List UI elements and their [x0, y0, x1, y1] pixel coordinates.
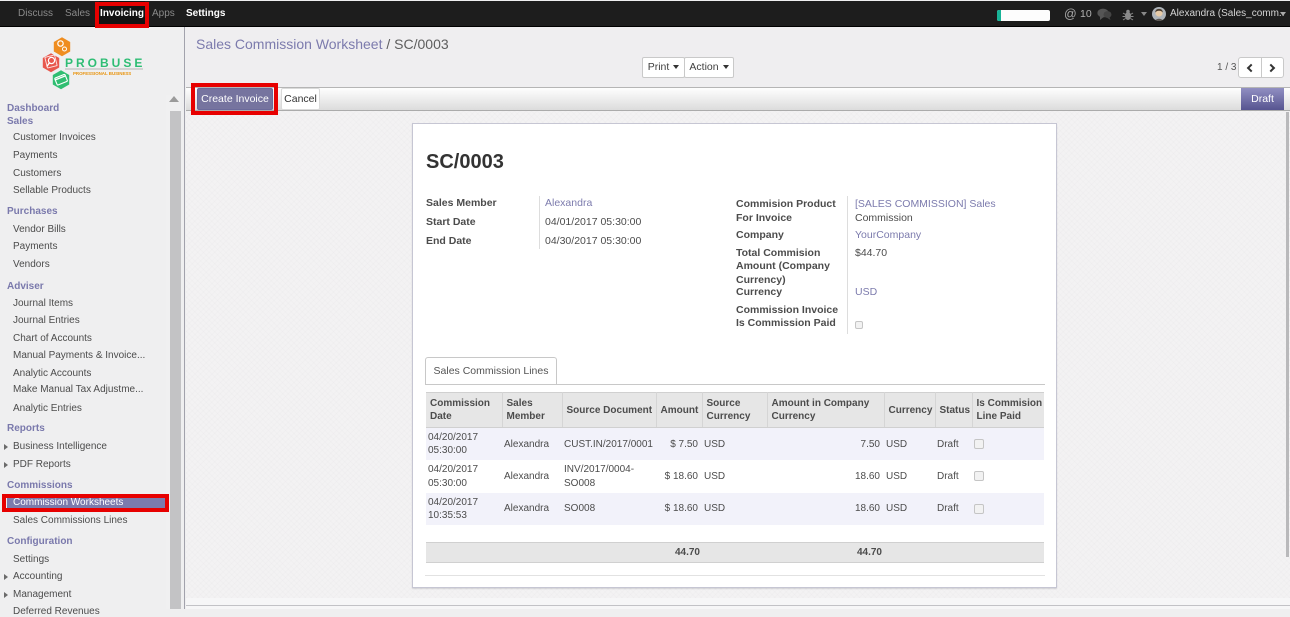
- svg-text:PROBUSE: PROBUSE: [65, 56, 145, 70]
- svg-text:PROFESSIONAL BUSINESS: PROFESSIONAL BUSINESS: [73, 71, 131, 76]
